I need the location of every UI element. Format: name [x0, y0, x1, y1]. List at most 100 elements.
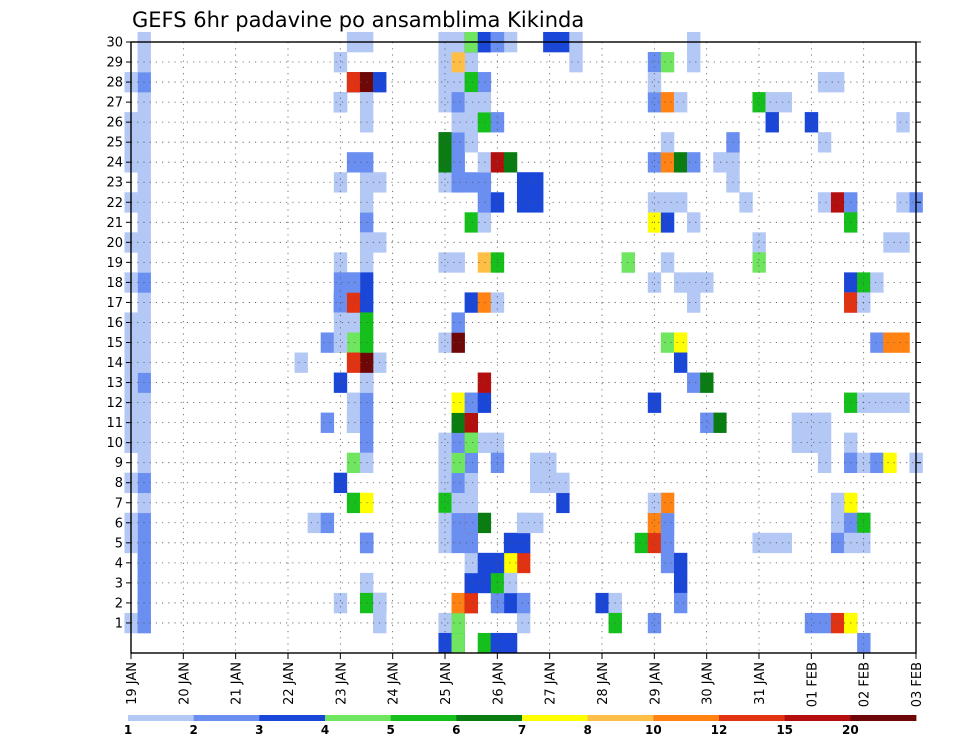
y-tick-label: 11: [106, 416, 123, 431]
y-tick-label: 7: [115, 496, 123, 511]
x-tick-label: 22 JAN: [282, 662, 297, 705]
colorbar-swatch: [784, 715, 851, 721]
colorbar-label: 12: [711, 723, 728, 737]
y-tick-label: 26: [106, 116, 123, 131]
heatmap-cell: [870, 452, 884, 474]
y-tick-label: 19: [106, 256, 123, 271]
heatmap-cell: [870, 332, 884, 353]
heatmap-cell: [438, 72, 452, 93]
heatmap-cell: [804, 432, 819, 453]
heatmap-cell: [346, 292, 361, 313]
heatmap-cell: [451, 512, 465, 534]
heatmap-cell: [464, 552, 479, 574]
heatmap-cell: [857, 532, 871, 554]
heatmap-cell: [451, 492, 465, 514]
heatmap-cell: [307, 512, 322, 534]
heatmap-cell: [896, 112, 910, 133]
heatmap-cell: [438, 612, 452, 634]
colorbar-label: 1: [124, 723, 132, 737]
heatmap-cell: [830, 492, 845, 514]
heatmap-cell: [830, 192, 845, 213]
heatmap-cell: [660, 252, 675, 273]
colorbar-label: 3: [255, 723, 263, 737]
heatmap-cell: [883, 452, 897, 474]
heatmap-cell: [660, 332, 675, 353]
x-tick-label: 03 FEB: [910, 662, 925, 707]
heatmap-cell: [451, 632, 465, 654]
heatmap-cell: [673, 592, 688, 614]
colorbar-swatch: [850, 715, 917, 721]
heatmap-cell: [438, 252, 452, 273]
heatmap-cell: [333, 372, 348, 393]
heatmap-cell: [464, 472, 479, 494]
heatmap-cell: [490, 632, 505, 654]
heatmap-cell: [503, 552, 518, 574]
heatmap-cell: [320, 412, 335, 433]
y-tick-label: 25: [106, 136, 123, 151]
x-tick-label: 31 JAN: [753, 662, 768, 705]
heatmap-cell: [346, 452, 361, 474]
heatmap-cell: [647, 152, 662, 173]
heatmap-cell: [438, 632, 452, 654]
heatmap-cell: [687, 152, 701, 173]
heatmap-cell: [647, 92, 662, 113]
colorbar-swatch: [193, 715, 260, 721]
heatmap-cell: [687, 272, 701, 293]
heatmap-cell: [438, 432, 452, 453]
colorbar: 1 2 3 4 5 6 7 8 10 12 15 20: [124, 715, 917, 737]
y-tick-label: 4: [115, 556, 123, 571]
heatmap-cell: [660, 512, 675, 534]
y-tick-label: 14: [106, 356, 123, 371]
heatmap-cell: [438, 172, 452, 193]
heatmap-cell: [451, 52, 465, 73]
y-tick-label: 6: [115, 516, 123, 531]
colorbar-swatch: [128, 715, 195, 721]
heatmap-cell: [346, 392, 361, 413]
heatmap-cell: [817, 612, 832, 634]
heatmap-cell: [333, 592, 348, 614]
x-tick-label: 19 JAN: [125, 662, 140, 705]
colorbar-swatch: [325, 715, 392, 721]
heatmap-cell: [451, 472, 465, 494]
colorbar-label: 4: [321, 723, 329, 737]
heatmap-cell: [516, 172, 531, 193]
heatmap-cell: [464, 92, 479, 113]
heatmap-cell: [503, 572, 518, 594]
heatmap-cell: [647, 72, 662, 93]
heatmap-cell: [320, 512, 335, 534]
heatmap-cell: [503, 532, 518, 554]
heatmap-cell: [464, 392, 479, 413]
heatmap-cell: [438, 152, 452, 173]
y-tick-label: 15: [106, 336, 123, 351]
heatmap-cell: [673, 272, 688, 293]
heatmap-cell: [503, 152, 518, 173]
heatmap-cell: [464, 212, 479, 233]
heatmap-cell: [896, 192, 910, 213]
x-tick-label: 20 JAN: [177, 662, 192, 705]
heatmap-cell: [556, 472, 570, 494]
heatmap-cell: [896, 232, 910, 253]
heatmap-cell: [530, 172, 544, 193]
heatmap-cell: [477, 632, 492, 654]
heatmap-cell: [464, 172, 479, 193]
heatmap-cell: [621, 252, 636, 273]
heatmap-cell: [660, 132, 675, 153]
colorbar-label: 5: [386, 723, 394, 737]
heatmap-cell: [569, 52, 583, 73]
heatmap-cell: [765, 112, 779, 133]
y-tick-label: 3: [115, 576, 123, 591]
y-tick-label: 18: [106, 276, 123, 291]
y-tick-label: 1: [115, 616, 123, 631]
heatmap-cell: [713, 152, 727, 173]
heatmap-cell: [857, 452, 871, 474]
heatmap-cell: [438, 332, 452, 353]
x-tick-label: 26 JAN: [491, 662, 506, 705]
heatmap-cell: [660, 212, 675, 233]
y-tick-label: 2: [115, 596, 123, 611]
heatmap-cell: [333, 332, 348, 353]
heatmap-cell: [346, 492, 361, 514]
plot-frame: [130, 41, 917, 654]
heatmap-cell: [752, 252, 766, 273]
heatmap-cell: [346, 152, 361, 173]
heatmap-cell: [451, 332, 465, 353]
